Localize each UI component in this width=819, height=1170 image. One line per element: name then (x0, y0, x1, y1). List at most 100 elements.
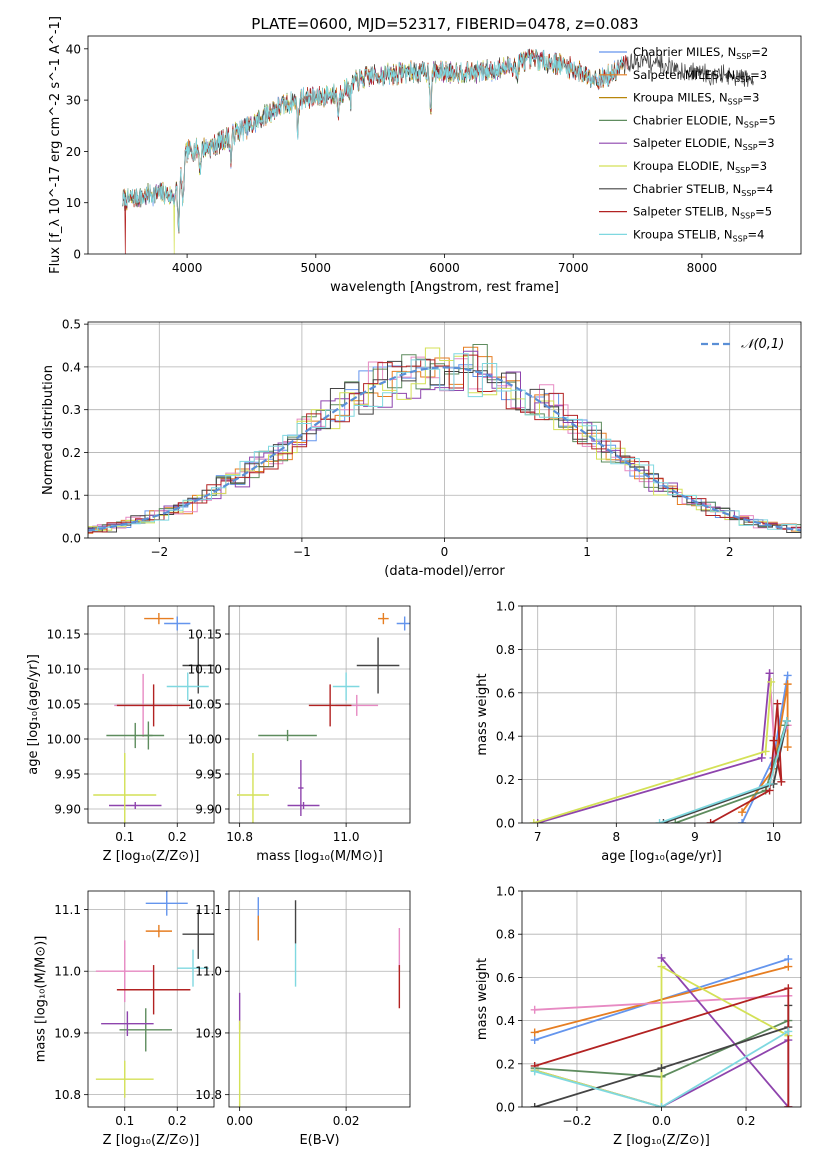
mass-weight-marker (784, 984, 793, 993)
mass-weight-marker (530, 1028, 539, 1037)
mass-weight-marker (529, 819, 538, 823)
y-tick-label: 0.5 (62, 318, 81, 332)
axes-frame (228, 890, 411, 1108)
age-vs-mass-plot-area (236, 613, 410, 823)
y-tick-label: 0.8 (496, 928, 515, 942)
mass-weight-marker (765, 669, 774, 678)
axes-frame (87, 35, 802, 255)
mass-weight-marker (657, 962, 666, 971)
mass-vs-ebv-plot-area (238, 897, 401, 1107)
mass-weight-marker (784, 1103, 793, 1107)
y-tick-label: 0.2 (62, 446, 81, 460)
x-tick-label: 0.02 (333, 1114, 360, 1128)
mass-weight-line (741, 683, 789, 813)
mass-weight-marker (765, 779, 774, 788)
x-tick-label: 0.2 (168, 830, 187, 844)
y-tick-label: 0.0 (496, 1101, 515, 1115)
age-vs-Z-chart: 0.1 0.2 9.90 9.95 10.00 10.05 10.10 10.15 Z [log… (26, 605, 215, 864)
x-tick-label: 0.1 (115, 1114, 134, 1128)
mass-weight-vs-age-y-axis-label: mass weight (475, 673, 490, 755)
y-tick-label: 10.15 (47, 628, 81, 642)
error-bar-point (116, 684, 191, 727)
x-tick-label: 4000 (172, 261, 203, 275)
error-bar-point (144, 721, 153, 750)
mass-weight-vs-age-x-axis-label: age [log₁₀(age/yr)] (601, 849, 722, 864)
y-tick-label: 0.3 (62, 403, 81, 417)
residual-histogram (88, 344, 801, 533)
figure-title: PLATE=0600, MJD=52317, FIBERID=0478, z=0… (251, 15, 638, 33)
mass-weight-vs-age-chart: 7 8 9 10 0.0 0.2 0.4 0.6 0.8 1.0 age [log₁₀(age/yr… (475, 600, 802, 864)
y-tick-label: 10.00 (188, 733, 222, 747)
error-bar-point (378, 613, 389, 625)
spectrum-plot-area (122, 48, 754, 254)
mass-weight-marker (671, 819, 680, 823)
error-bar-point (164, 616, 191, 631)
residuals-x-axis-label: (data-model)/error (384, 564, 505, 579)
y-tick-label: 0.4 (496, 1014, 515, 1028)
y-tick-label: 10.10 (188, 663, 222, 677)
y-tick-label: 10.15 (188, 628, 222, 642)
y-tick-label: 10.00 (47, 733, 81, 747)
mass-weight-marker (530, 1036, 539, 1045)
legend-entry: Kroupa MILES, NSSP=3 (633, 91, 759, 107)
y-tick-label: 30 (66, 94, 81, 108)
x-tick-label: 11.0 (333, 830, 360, 844)
error-bar-point (236, 753, 269, 823)
mass-vs-ebv-chart: 0.00 0.02 10.8 10.9 11.0 11.1 E(B-V) (195, 890, 411, 1148)
axes-frame (521, 605, 802, 824)
mass-weight-marker (738, 819, 747, 823)
y-tick-label: 10.05 (188, 698, 222, 712)
mass-weight-marker (782, 717, 791, 726)
x-tick-label: 5000 (301, 261, 332, 275)
x-tick-label: 0.0 (652, 1114, 671, 1128)
spectrum-y-axis-label: Flux [f_λ 10^-17 erg cm^-2 s^-1 A^-1] (48, 16, 63, 274)
residual-histogram (88, 353, 801, 531)
age-vs-mass-x-axis-label: mass [log₁₀(M/M⊙)] (256, 849, 383, 864)
y-tick-label: 0.8 (496, 643, 515, 657)
y-tick-label: 10.8 (195, 1088, 222, 1102)
legend-entry: Chabrier MILES, NSSP=2 (633, 45, 768, 61)
mass-vs-Z-plot-area (95, 891, 214, 1098)
error-bar-point (119, 1008, 172, 1052)
y-tick-label: 9.95 (54, 768, 81, 782)
age-vs-mass-chart: 10.8 11.0 9.90 9.95 10.00 10.05 10.10 10.15 mass… (188, 605, 411, 864)
normal-curve (88, 366, 801, 532)
mass-weight-marker (706, 819, 715, 823)
error-bar-point (95, 940, 154, 1003)
x-tick-label: 10.8 (226, 830, 253, 844)
mass-weight-marker (657, 1064, 666, 1073)
y-tick-label: 11.0 (195, 965, 222, 979)
x-tick-label: 8000 (687, 261, 718, 275)
legend-entry: Chabrier ELODIE, NSSP=5 (633, 113, 776, 129)
age-vs-Z-y-axis-label: age [log₁₀(age/yr)] (26, 654, 41, 775)
y-tick-label: 1.0 (496, 885, 515, 899)
mass-weight-marker (769, 736, 778, 745)
y-tick-label: 10.05 (47, 698, 81, 712)
x-tick-label: 2 (726, 545, 734, 559)
residuals-chart: −2 −1 0 1 2 0.0 0.1 0.2 0.3 0.4 0.5 (data-model)/er… (41, 318, 802, 579)
y-tick-label: 0.2 (496, 773, 515, 787)
mass-weight-marker (530, 1067, 539, 1076)
residuals-y-axis-label: Normed distribution (41, 365, 56, 495)
error-bar-point (106, 722, 165, 749)
mass-weight-marker (757, 753, 766, 762)
mass-vs-ebv-x-axis-label: E(B-V) (299, 1133, 339, 1148)
residual-histogram (88, 358, 801, 536)
x-tick-label: 8 (612, 830, 620, 844)
error-bar-point (93, 753, 157, 823)
mass-weight-marker (533, 819, 542, 823)
y-tick-label: 10.9 (195, 1026, 222, 1040)
error-bar-point (332, 672, 360, 701)
mass-weight-marker (783, 671, 792, 680)
mass-weight-marker (657, 1103, 666, 1107)
error-bar-point (182, 909, 214, 959)
mass-weight-vs-Z-y-axis-label: mass weight (475, 958, 490, 1040)
error-bar-point (298, 760, 304, 816)
error-bar-point (287, 802, 320, 809)
error-bar-point (177, 949, 209, 987)
mass-weight-marker (657, 953, 666, 962)
error-bar-point (116, 965, 191, 1015)
mass-weight-vs-Z-x-axis-label: Z [log₁₀(Z/Z⊙)] (613, 1133, 710, 1148)
mass-weight-marker (767, 677, 776, 686)
x-tick-label: 1 (583, 545, 591, 559)
